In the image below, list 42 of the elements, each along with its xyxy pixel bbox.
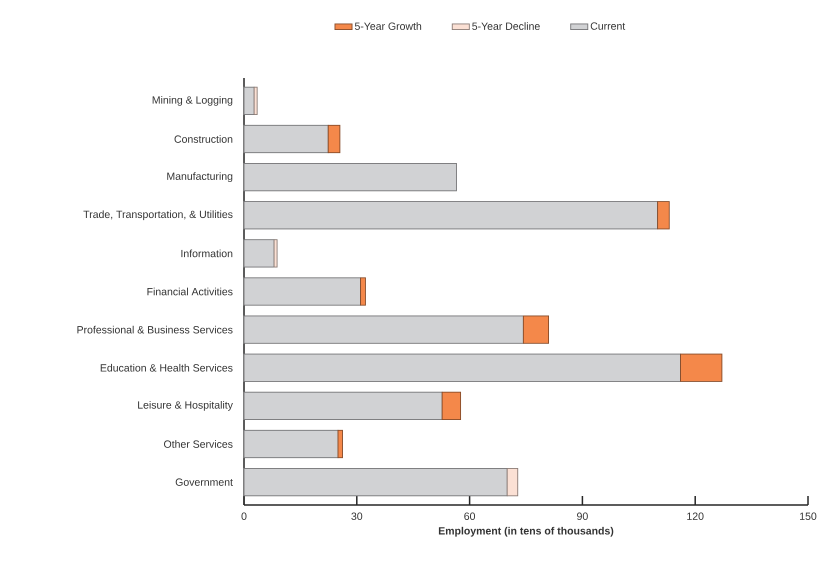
bar [244, 162, 457, 192]
y-tick-label: Government [176, 478, 233, 486]
x-tick-label: 150 [800, 512, 816, 520]
y-tick-label: Information [181, 250, 232, 258]
bar [244, 315, 524, 344]
y-tick-label: Other Services [164, 440, 233, 448]
bar [244, 392, 443, 420]
x-axis-title: Employment (in tens of thousands) [438, 526, 614, 537]
bar [244, 277, 362, 306]
bar [244, 468, 508, 496]
bar [338, 430, 343, 458]
bar [244, 201, 658, 230]
y-tick-label: Education & Health Services [100, 364, 233, 372]
bar [506, 468, 518, 496]
bar [442, 392, 462, 420]
bar [254, 86, 258, 116]
bar [522, 315, 550, 344]
x-tick-label: 90 [577, 512, 588, 520]
y-tick-label: Construction [174, 135, 232, 143]
bar [244, 354, 681, 382]
bar [328, 124, 340, 154]
bar [244, 124, 329, 154]
bar [244, 86, 255, 116]
bar [360, 277, 366, 306]
legend-label: Current [590, 22, 626, 30]
bar [680, 354, 722, 382]
legend-label: 5-Year Growth [354, 22, 422, 30]
y-tick-label: Trade, Transportation, & Utilities [83, 210, 233, 220]
y-tick-label: Mining & Logging [152, 96, 232, 106]
bar [657, 201, 670, 230]
bar [244, 239, 275, 268]
y-tick-label: Leisure & Hospitality [138, 400, 233, 411]
bar [244, 430, 338, 458]
y-tick-label: Professional & Business Services [77, 326, 233, 334]
x-tick-label: 60 [464, 512, 476, 520]
legend-label: 5-Year Decline [472, 22, 540, 30]
x-tick-label: 30 [351, 512, 362, 520]
x-tick-label: 120 [687, 512, 704, 520]
y-tick-label: Manufacturing [167, 172, 232, 182]
x-tick-label: 0 [241, 512, 247, 520]
y-tick-label: Financial Activities [147, 288, 233, 296]
bar [274, 239, 278, 268]
